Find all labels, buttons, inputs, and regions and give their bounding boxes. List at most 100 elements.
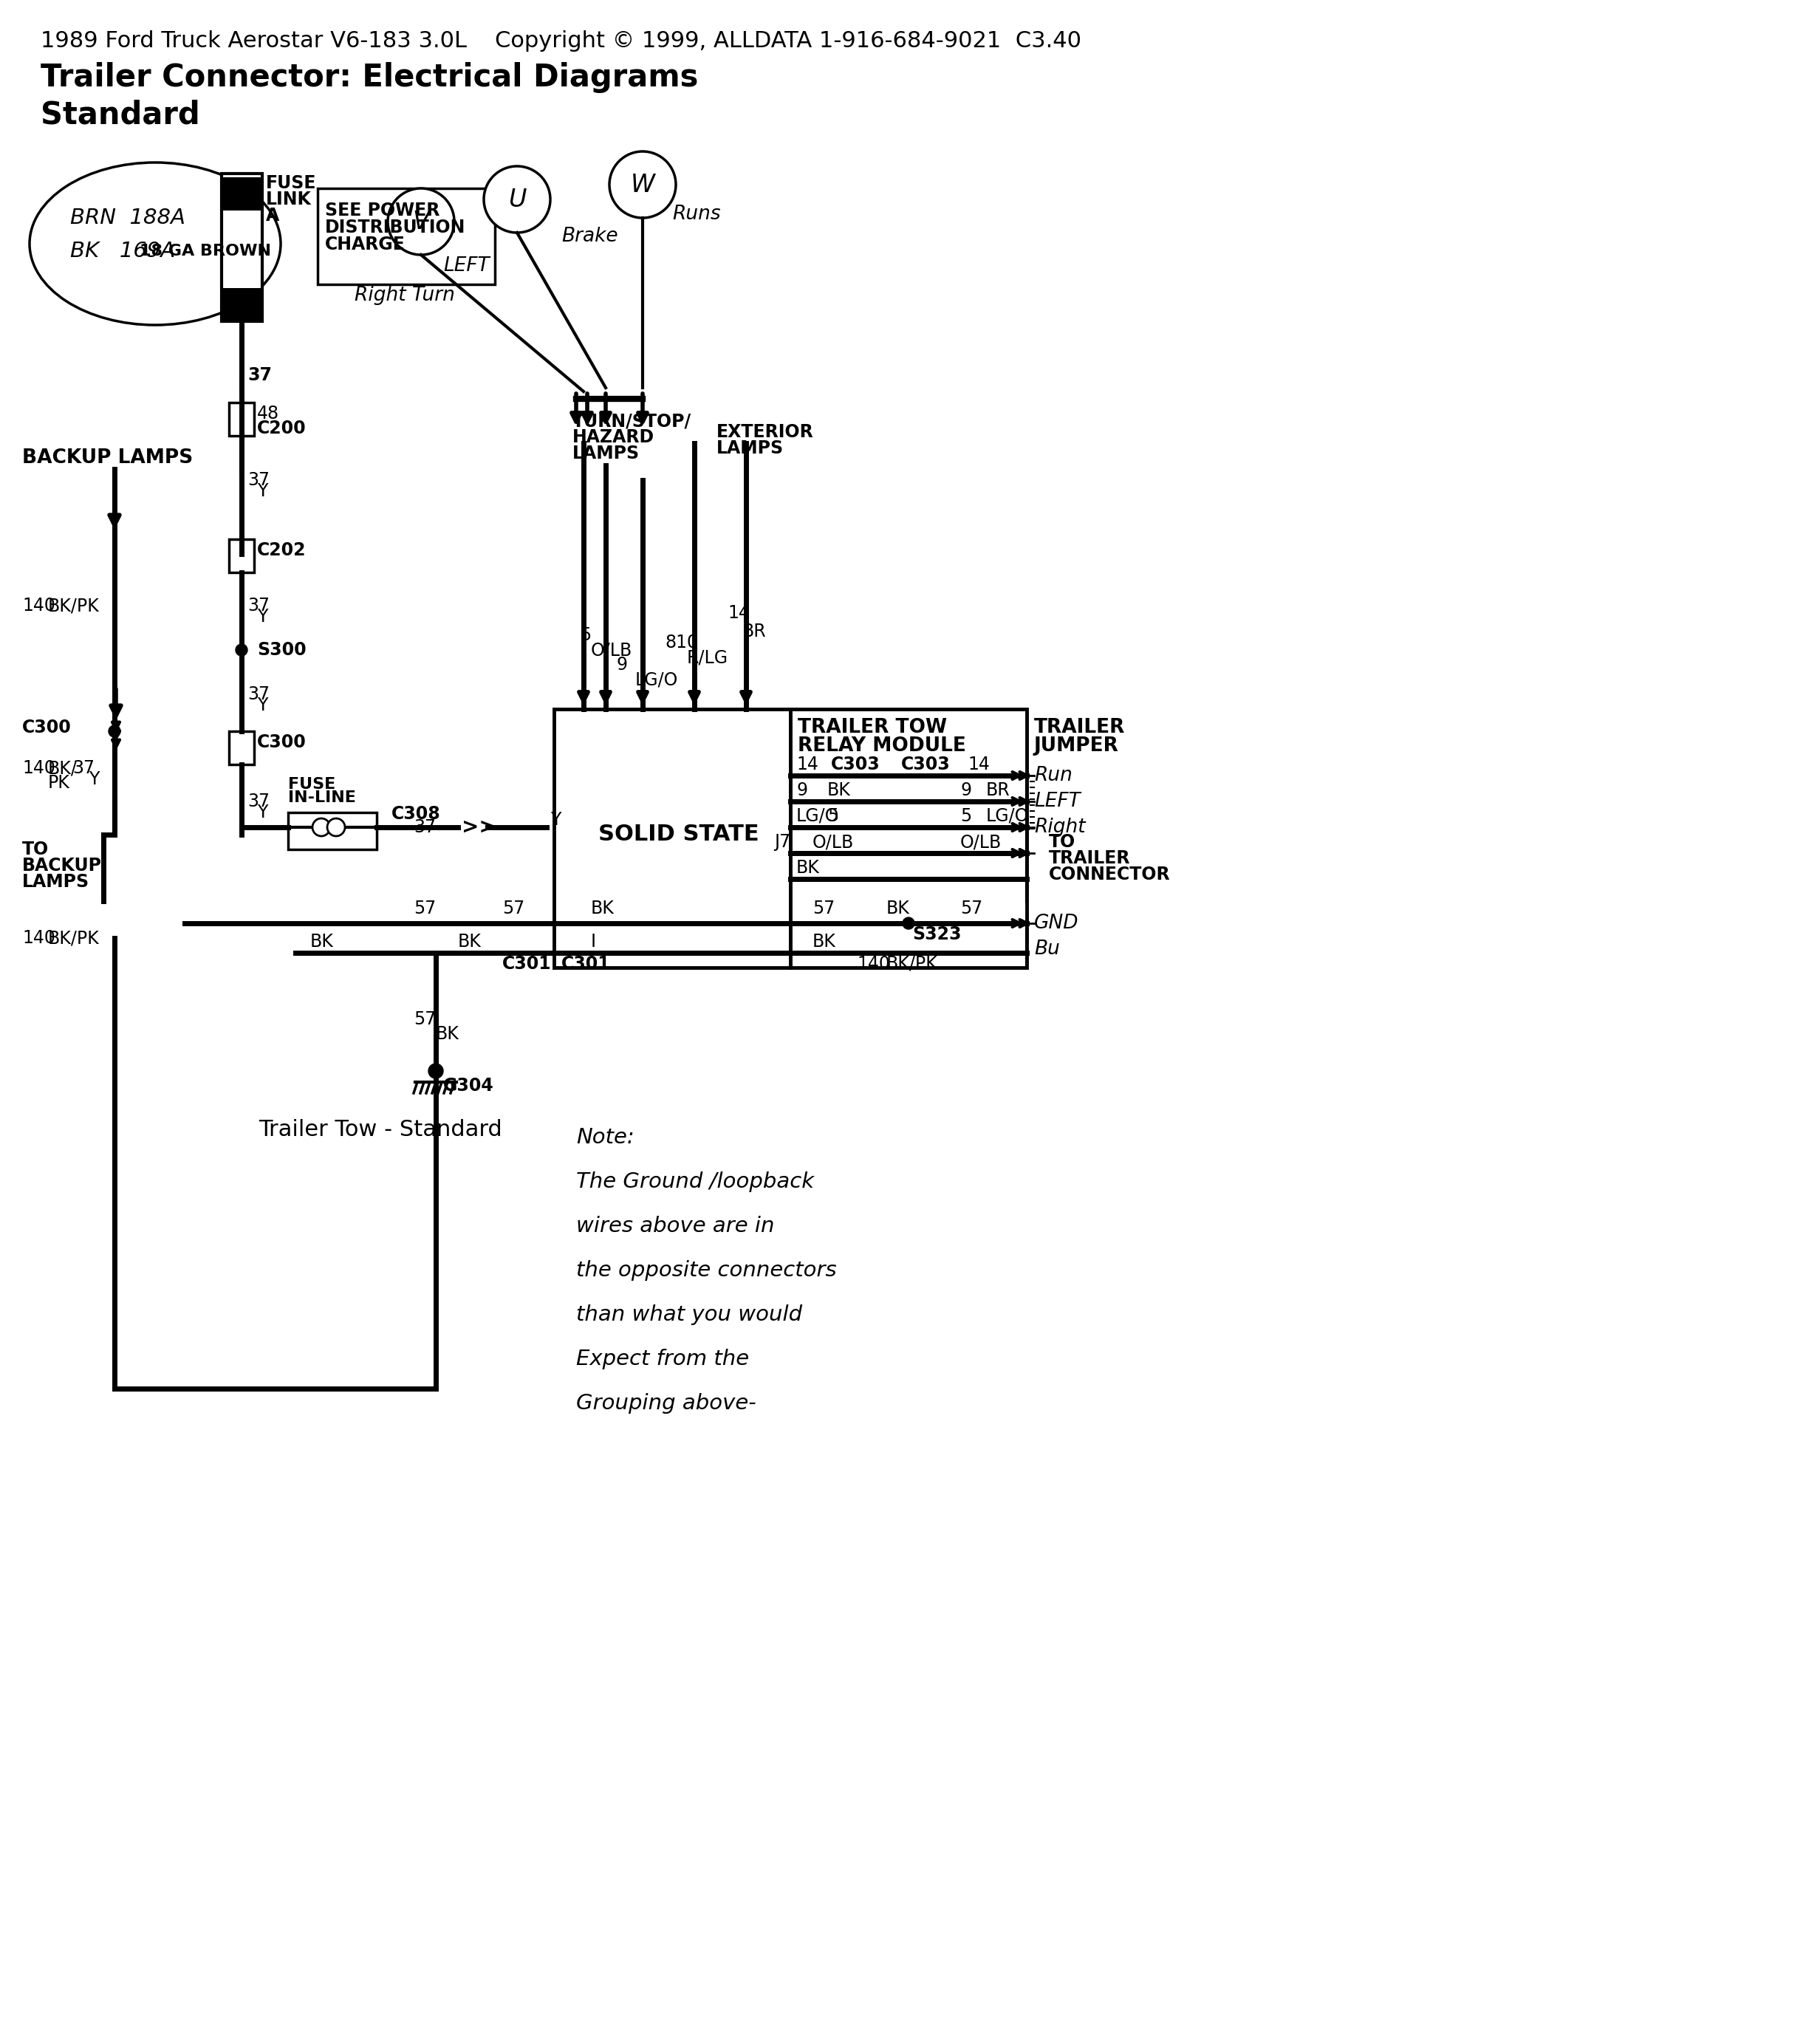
- Text: BK: BK: [435, 1025, 459, 1043]
- Circle shape: [313, 818, 329, 836]
- Text: 5: 5: [828, 808, 839, 826]
- Text: C300: C300: [257, 732, 306, 751]
- Text: PK: PK: [47, 775, 71, 791]
- Circle shape: [903, 917, 914, 929]
- Circle shape: [428, 1063, 444, 1077]
- Text: Trailer Tow - Standard: Trailer Tow - Standard: [258, 1120, 502, 1140]
- Text: Y: Y: [257, 609, 268, 625]
- Text: Y: Y: [550, 812, 561, 828]
- Text: FUSE: FUSE: [288, 777, 335, 791]
- Bar: [222, 174, 262, 321]
- Text: O/LB: O/LB: [812, 834, 854, 850]
- Text: Y: Y: [257, 803, 268, 822]
- Text: 57: 57: [413, 1010, 437, 1029]
- Bar: [553, 708, 790, 968]
- Text: LG/O: LG/O: [797, 808, 839, 826]
- Text: 37: 37: [248, 471, 269, 489]
- Text: The Ground /loopback: The Ground /loopback: [577, 1171, 814, 1193]
- Text: 14: 14: [968, 755, 990, 773]
- Text: Y: Y: [89, 771, 100, 787]
- Text: Standard: Standard: [40, 99, 200, 130]
- Bar: [229, 540, 255, 572]
- Text: GND: GND: [1034, 913, 1079, 933]
- Text: BK   169A: BK 169A: [71, 241, 175, 262]
- Text: 140: 140: [22, 929, 55, 948]
- Text: 1989 Ford Truck Aerostar V6-183 3.0L: 1989 Ford Truck Aerostar V6-183 3.0L: [40, 30, 466, 51]
- Text: Note:: Note:: [577, 1128, 635, 1148]
- Text: SEE POWER: SEE POWER: [326, 201, 440, 219]
- Text: 5: 5: [961, 808, 972, 826]
- Text: S300: S300: [257, 641, 306, 659]
- Text: Y: Y: [257, 696, 268, 714]
- Text: Runs: Runs: [672, 205, 721, 223]
- Text: BK/: BK/: [47, 759, 78, 777]
- Text: C202: C202: [257, 542, 306, 560]
- Text: G304: G304: [444, 1077, 493, 1094]
- Text: CONNECTOR: CONNECTOR: [1048, 866, 1170, 883]
- Text: BR: BR: [986, 781, 1010, 799]
- Text: LINK: LINK: [266, 191, 311, 209]
- Text: BK: BK: [886, 899, 910, 917]
- Circle shape: [109, 724, 120, 737]
- Text: Right: Right: [1034, 818, 1085, 836]
- Text: 14: 14: [728, 605, 750, 623]
- Text: 37: 37: [413, 818, 435, 836]
- Text: Expect from the: Expect from the: [577, 1349, 750, 1370]
- Text: I: I: [592, 933, 597, 952]
- Text: 14: 14: [797, 755, 819, 773]
- Text: BR: BR: [743, 623, 766, 641]
- Text: Right Turn: Right Turn: [355, 286, 455, 304]
- Bar: [288, 812, 377, 850]
- Text: the opposite connectors: the opposite connectors: [577, 1260, 837, 1280]
- Text: CHARGE: CHARGE: [326, 235, 406, 254]
- Text: 810: 810: [664, 633, 699, 651]
- Text: TO: TO: [22, 840, 49, 858]
- Text: 5: 5: [581, 627, 592, 643]
- Text: than what you would: than what you would: [577, 1305, 803, 1325]
- Text: J7: J7: [774, 834, 790, 850]
- Text: V: V: [413, 209, 430, 233]
- Text: C303: C303: [832, 755, 881, 773]
- Text: IN-LINE: IN-LINE: [288, 791, 357, 806]
- Text: BK: BK: [797, 858, 819, 877]
- Text: TO: TO: [1048, 834, 1076, 850]
- Text: Grouping above-: Grouping above-: [577, 1394, 755, 1414]
- Text: Y: Y: [257, 483, 268, 499]
- Text: 37: 37: [248, 686, 269, 704]
- Text: 9: 9: [961, 781, 972, 799]
- Text: 57: 57: [502, 899, 524, 917]
- Text: S323: S323: [912, 925, 961, 943]
- Text: TRAILER TOW: TRAILER TOW: [797, 718, 946, 737]
- Text: SOLID STATE: SOLID STATE: [599, 824, 759, 846]
- Bar: [229, 730, 255, 765]
- Text: BACKUP LAMPS: BACKUP LAMPS: [22, 448, 193, 467]
- Bar: [229, 402, 255, 436]
- Text: BK/PK: BK/PK: [886, 956, 937, 972]
- Text: BACKUP: BACKUP: [22, 856, 102, 874]
- Bar: [790, 708, 1026, 968]
- Text: 37: 37: [248, 367, 271, 383]
- Text: 37: 37: [73, 759, 95, 777]
- Text: LEFT: LEFT: [1034, 791, 1081, 812]
- Text: BK: BK: [309, 933, 333, 952]
- Text: 57: 57: [413, 899, 437, 917]
- Text: C301: C301: [561, 956, 610, 972]
- Text: LAMPS: LAMPS: [573, 444, 641, 463]
- Text: TRAILER: TRAILER: [1034, 718, 1125, 737]
- Text: O/LB: O/LB: [961, 834, 1001, 850]
- Text: 48: 48: [257, 404, 278, 422]
- Text: 140: 140: [22, 597, 55, 615]
- Text: TRAILER: TRAILER: [1048, 850, 1130, 866]
- Circle shape: [388, 189, 455, 256]
- Bar: [222, 177, 262, 211]
- Text: Trailer Connector: Electrical Diagrams: Trailer Connector: Electrical Diagrams: [40, 63, 699, 93]
- Text: Run: Run: [1034, 767, 1072, 785]
- Text: LG/O: LG/O: [635, 672, 679, 688]
- Text: R/LG: R/LG: [686, 649, 728, 666]
- Text: JUMPER: JUMPER: [1034, 737, 1119, 755]
- Text: 140: 140: [857, 956, 890, 972]
- Text: BRN  188A: BRN 188A: [71, 207, 186, 227]
- Text: C300: C300: [22, 718, 71, 737]
- Text: Copyright © 1999, ALLDATA 1-916-684-9021  C3.40: Copyright © 1999, ALLDATA 1-916-684-9021…: [495, 30, 1081, 51]
- Text: LG/O: LG/O: [986, 808, 1028, 826]
